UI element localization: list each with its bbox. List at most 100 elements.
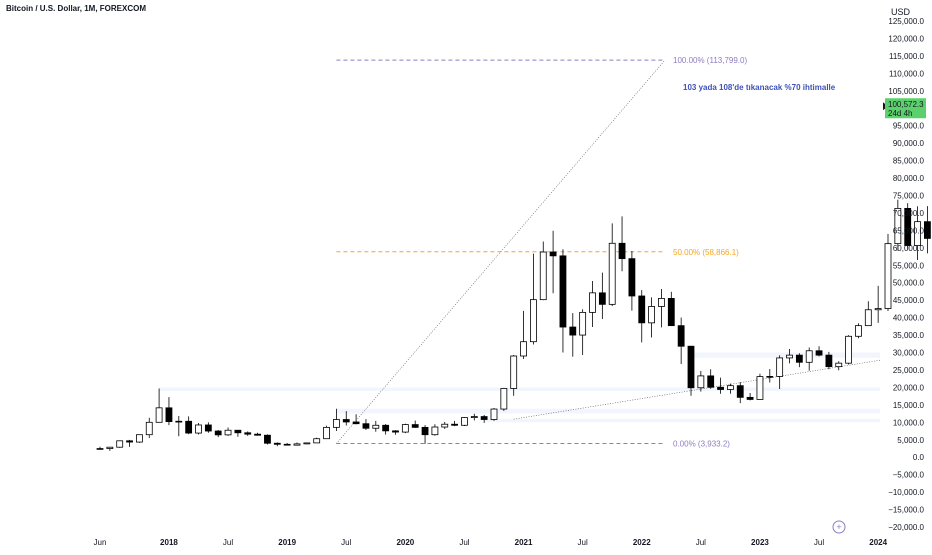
candle xyxy=(204,422,212,433)
candle xyxy=(608,223,616,307)
candle-body xyxy=(175,420,183,423)
y-tick-label: 5,000.0 xyxy=(897,436,924,445)
candle xyxy=(855,323,862,339)
candle xyxy=(195,423,202,435)
add-circle-plus: + xyxy=(836,522,841,532)
candle xyxy=(283,442,291,446)
candle-body xyxy=(431,426,439,436)
candle-body xyxy=(273,442,281,445)
candle xyxy=(717,377,724,394)
candle xyxy=(697,371,705,392)
candle-body xyxy=(855,325,862,337)
y-tick-label: 110,000.0 xyxy=(889,69,925,78)
candle-body xyxy=(451,423,459,426)
candle xyxy=(431,424,439,436)
candle xyxy=(382,424,390,435)
chart-annotation: 103 yada 108'de tıkanacak %70 ihtimalle xyxy=(683,83,836,92)
candle-body xyxy=(510,355,518,389)
candle xyxy=(904,203,912,250)
candle-body xyxy=(618,242,626,260)
rising-trendline xyxy=(336,59,666,444)
x-tick-label: 2018 xyxy=(160,538,178,547)
y-tick-label: 45,000.0 xyxy=(893,296,925,305)
candle-body xyxy=(480,416,488,420)
candle-body xyxy=(805,350,813,363)
y-tick-label: 65,000.0 xyxy=(893,226,925,235)
candle xyxy=(825,351,833,370)
candle xyxy=(894,199,902,251)
x-tick-label: Jul xyxy=(578,538,588,547)
x-tick-label: Jul xyxy=(341,538,351,547)
candle xyxy=(342,411,350,426)
candle xyxy=(549,230,557,294)
y-tick-label: 60,000.0 xyxy=(893,244,925,253)
candle-body xyxy=(461,417,468,426)
add-circle-icon xyxy=(832,520,846,534)
candle xyxy=(273,442,281,447)
candle xyxy=(145,417,153,439)
candle xyxy=(313,437,321,444)
candle-body xyxy=(746,396,754,400)
candle-body xyxy=(539,251,547,301)
y-tick-label: 50,000.0 xyxy=(893,279,925,288)
candle-body xyxy=(214,430,222,436)
candle-body xyxy=(116,440,124,448)
candle xyxy=(332,408,340,432)
candle-body xyxy=(697,375,705,389)
candle-body xyxy=(766,376,774,378)
candle-body xyxy=(776,357,784,377)
candle xyxy=(914,206,921,261)
candle-body xyxy=(264,434,271,444)
candle-body xyxy=(96,448,104,450)
candle xyxy=(490,408,498,421)
candle-body xyxy=(569,326,577,336)
y-tick-label: 55,000.0 xyxy=(893,261,925,270)
candle xyxy=(766,369,774,383)
candle xyxy=(727,383,734,394)
candle-body xyxy=(165,407,173,423)
candle-body xyxy=(490,408,498,420)
candle-body xyxy=(707,375,715,388)
x-tick-label: Jul xyxy=(223,538,233,547)
candle-body xyxy=(579,311,587,336)
candle-body xyxy=(500,388,508,410)
candle-body xyxy=(904,207,912,246)
candle xyxy=(667,291,675,327)
candle xyxy=(451,420,459,427)
candle xyxy=(687,345,695,396)
candle xyxy=(864,301,872,327)
current-price-tag xyxy=(885,98,926,119)
candle xyxy=(736,382,744,404)
candle-body xyxy=(234,429,242,434)
highlight-zone xyxy=(159,387,881,391)
candle xyxy=(480,414,488,423)
candle xyxy=(569,313,577,357)
candle xyxy=(264,434,271,445)
highlight-zone xyxy=(484,418,880,423)
candle-body xyxy=(795,354,803,363)
bar-countdown: 24d 4h xyxy=(888,109,912,118)
candle xyxy=(539,241,547,301)
y-tick-label: 105,000.0 xyxy=(888,87,924,96)
currency-label: USD xyxy=(891,7,911,17)
x-tick-label: 2019 xyxy=(278,538,296,547)
candle xyxy=(786,349,793,364)
candle xyxy=(323,425,330,440)
candle xyxy=(598,272,606,320)
candle xyxy=(658,289,665,328)
candle xyxy=(401,423,409,434)
y-tick-label: 125,000.0 xyxy=(888,17,924,26)
candle-body xyxy=(727,385,734,390)
candle-body xyxy=(914,221,921,246)
current-price-value: 100,572.3 xyxy=(888,100,924,109)
candle-body xyxy=(815,350,823,356)
candle-body xyxy=(441,423,449,428)
candle-body xyxy=(687,345,695,389)
candle-body xyxy=(549,251,557,257)
candle xyxy=(559,249,567,353)
candle xyxy=(185,416,193,435)
candle xyxy=(805,347,813,371)
candle xyxy=(254,432,262,436)
